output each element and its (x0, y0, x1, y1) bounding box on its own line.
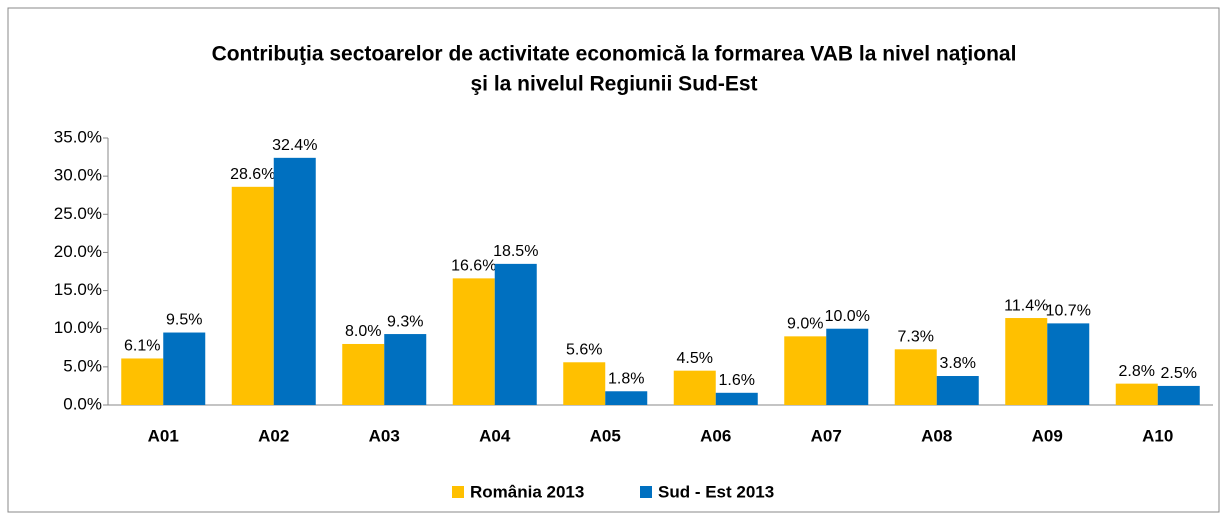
value-label: 8.0% (345, 323, 381, 340)
value-label: 9.3% (387, 313, 423, 330)
bar (605, 391, 648, 405)
bar (273, 157, 316, 405)
x-tick-label: A06 (700, 426, 731, 445)
bar (384, 334, 427, 405)
bar (163, 332, 206, 405)
bar (715, 392, 758, 405)
y-tick-label: 10.0% (54, 318, 102, 337)
x-tick-label: A10 (1142, 426, 1173, 445)
value-label: 3.8% (940, 355, 976, 372)
bar (1115, 383, 1158, 405)
value-label: 7.3% (898, 329, 934, 346)
bar (936, 376, 979, 405)
y-tick-label: 35.0% (54, 127, 102, 146)
bar (452, 278, 495, 405)
bar (894, 349, 937, 405)
chart-title: Contribuţia sectoarelor de activitate ec… (212, 43, 1017, 66)
legend-swatch (452, 486, 464, 498)
value-label: 28.6% (230, 166, 275, 183)
x-tick-label: A07 (811, 426, 842, 445)
y-tick-label: 25.0% (54, 204, 102, 223)
x-tick-label: A03 (369, 426, 400, 445)
x-tick-label: A01 (148, 426, 179, 445)
y-tick-label: 0.0% (63, 394, 102, 413)
bar (494, 263, 537, 405)
value-label: 4.5% (677, 350, 713, 367)
bar (784, 336, 827, 405)
legend-label: România 2013 (470, 482, 584, 501)
value-label: 1.6% (719, 372, 755, 389)
y-tick-label: 5.0% (63, 356, 102, 375)
bar (673, 370, 716, 405)
value-label: 9.0% (787, 316, 823, 333)
value-label: 2.5% (1161, 365, 1197, 382)
legend-label: Sud - Est 2013 (658, 482, 774, 501)
bar (342, 343, 385, 405)
bar (231, 186, 274, 405)
value-label: 6.1% (124, 338, 160, 355)
chart-frame (7, 7, 1220, 513)
y-tick-label: 30.0% (54, 166, 102, 185)
x-tick-label: A05 (590, 426, 621, 445)
value-label: 1.8% (608, 370, 644, 387)
x-tick-label: A08 (921, 426, 952, 445)
bar (121, 358, 164, 405)
y-tick-label: 20.0% (54, 242, 102, 261)
value-label: 16.6% (451, 258, 496, 275)
value-label: 2.8% (1119, 363, 1155, 380)
y-tick-label: 15.0% (54, 280, 102, 299)
legend-swatch (640, 486, 652, 498)
value-label: 11.4% (1004, 297, 1048, 314)
value-label: 5.6% (566, 341, 602, 358)
x-tick-label: A04 (479, 426, 511, 445)
x-tick-label: A02 (258, 426, 289, 445)
bar (1005, 318, 1048, 405)
value-label: 10.0% (825, 308, 870, 325)
bar (1157, 385, 1200, 405)
value-label: 32.4% (272, 137, 317, 154)
x-tick-label: A09 (1032, 426, 1063, 445)
value-label: 9.5% (166, 312, 202, 329)
bar (563, 362, 606, 405)
bar (826, 328, 869, 405)
value-label: 18.5% (493, 243, 538, 260)
chart-title: şi la nivelul Regiunii Sud-Est (470, 73, 757, 96)
value-label: 10.7% (1046, 303, 1091, 320)
bar (1047, 323, 1090, 405)
